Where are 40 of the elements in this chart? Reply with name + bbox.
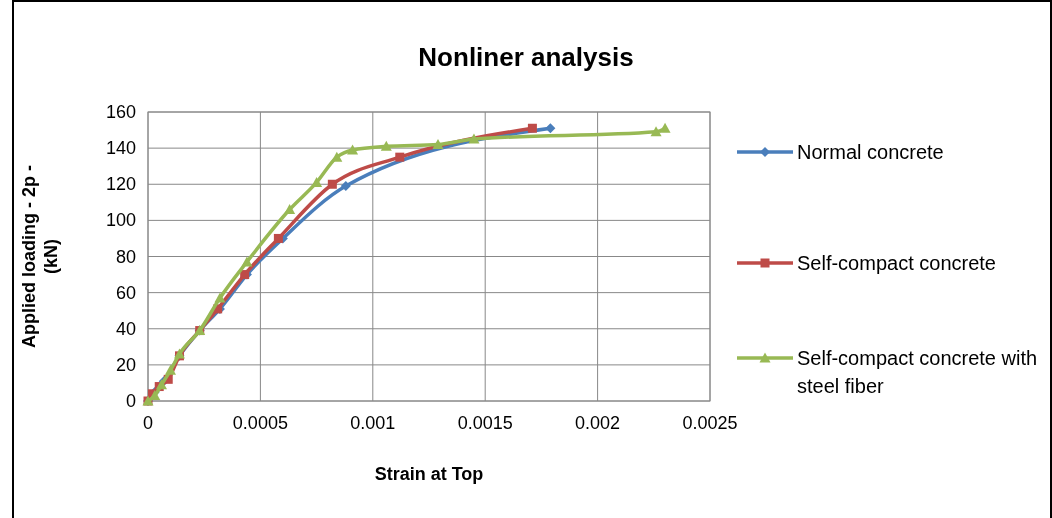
y-tick-label: 160 xyxy=(105,102,136,122)
chart-title: Nonliner analysis xyxy=(418,42,634,72)
point xyxy=(527,123,537,133)
y-tick-label: 80 xyxy=(115,246,136,267)
point xyxy=(380,140,392,151)
point xyxy=(241,256,253,267)
point xyxy=(347,144,359,155)
y-tick-label: 100 xyxy=(105,210,136,231)
point xyxy=(214,292,226,303)
y-tick-label: 120 xyxy=(105,174,136,195)
point xyxy=(331,151,343,162)
legend-label: Normal concrete xyxy=(797,141,944,163)
legend-label: Self-compact concrete xyxy=(797,252,996,274)
point xyxy=(284,204,296,215)
point xyxy=(395,152,405,162)
point xyxy=(650,126,662,137)
point xyxy=(164,364,176,375)
point xyxy=(149,390,161,401)
x-tick-label: 0 xyxy=(142,413,154,433)
y-tick-label: 0 xyxy=(125,391,136,411)
x-tick-label: 0.0025 xyxy=(682,413,738,433)
point xyxy=(468,133,480,144)
x-tick-label: 0.002 xyxy=(575,413,621,433)
point xyxy=(273,233,283,243)
y-tick-label: 40 xyxy=(115,318,136,339)
point xyxy=(545,123,556,134)
point xyxy=(340,181,351,192)
point xyxy=(432,139,444,150)
y-tick-label: 140 xyxy=(105,138,136,159)
point xyxy=(327,179,337,189)
x-tick-label: 0.001 xyxy=(350,413,396,433)
x-tick-label: 0.0005 xyxy=(232,413,288,433)
y-axis-title: Applied loading - 2p - (kN) xyxy=(19,165,61,348)
legend-label: Self-compact concrete with steel fiber xyxy=(797,347,1038,397)
y-tick-label: 60 xyxy=(115,282,136,303)
y-tick-label: 20 xyxy=(115,354,136,375)
x-axis-title: Strain at Top xyxy=(374,464,484,484)
x-tick-label: 0.0015 xyxy=(457,413,513,433)
point xyxy=(311,176,323,187)
point xyxy=(659,122,671,133)
